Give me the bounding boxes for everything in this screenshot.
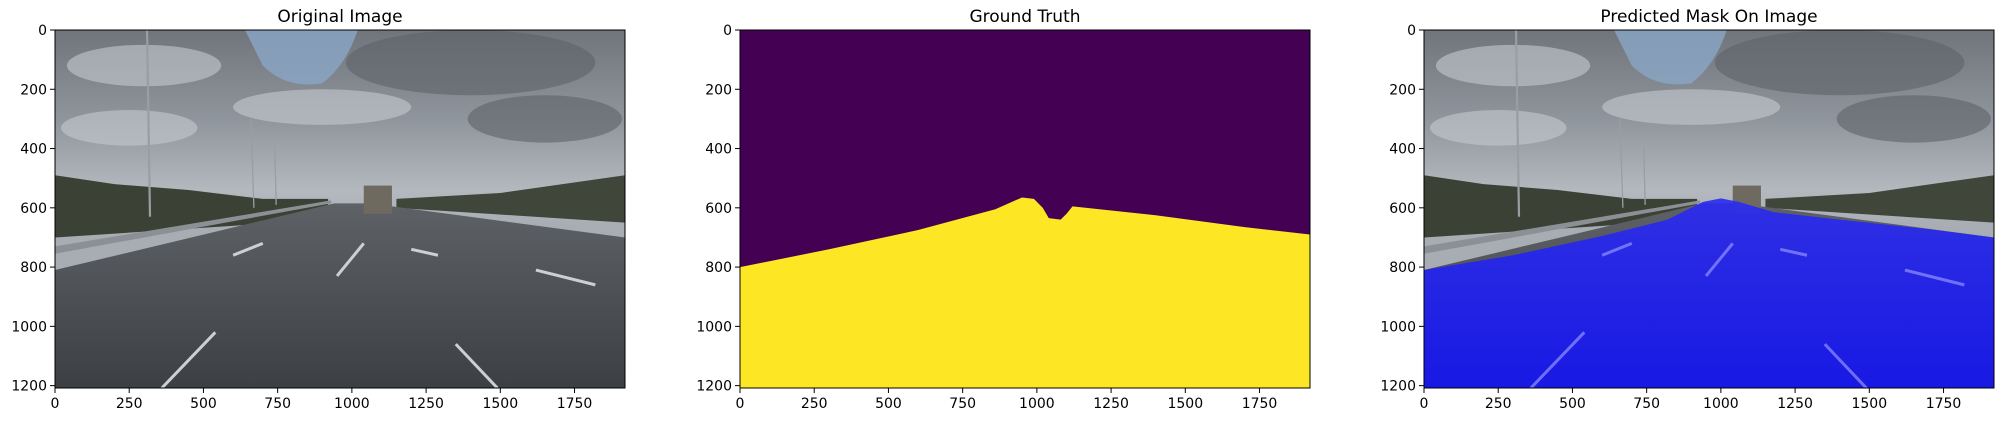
truck [363,185,392,214]
x-tick-label: 1500 [1851,396,1887,412]
x-tick-label: 0 [736,396,745,412]
light-pole-2 [1643,145,1646,205]
y-tick-label: 200 [705,82,732,98]
y-tick-label: 1200 [1380,379,1416,395]
x-tick-label: 1250 [1093,396,1129,412]
ground-truth-road [740,197,1310,388]
x-tick-label: 1250 [408,396,444,412]
y-tick-label: 0 [723,23,732,39]
x-tick-label: 1750 [1926,396,1962,412]
x-tick-label: 750 [264,396,291,412]
y-tick-label: 800 [20,260,47,276]
y-tick-label: 1000 [11,319,47,335]
axes-frame [54,29,626,389]
mask-lane-marking-0 [1529,331,1586,390]
light-pole-2 [274,145,277,205]
x-tick-label: 1500 [1167,396,1203,412]
y-tick-label: 600 [20,201,47,217]
cloud-3 [467,95,623,143]
x-tick-label: 1750 [1242,396,1278,412]
x-tick-label: 1000 [1019,396,1055,412]
sky-patch [245,30,358,85]
y-tick-label: 0 [1407,23,1416,39]
sky-patch [1614,30,1727,85]
mask-lane-marking-1 [1823,343,1868,390]
tree-line-right [396,175,625,223]
y-tick-label: 200 [20,82,47,98]
x-tick-label: 750 [1633,396,1660,412]
mask-lane-marking-3 [1601,241,1633,257]
x-tick-label: 500 [875,396,902,412]
y-tick-label: 1200 [11,379,47,395]
panel-title: Predicted Mask On Image [1600,7,1817,27]
light-pole-0 [145,29,152,217]
cloud-4 [60,110,198,146]
light-pole-0 [1514,29,1521,217]
cloud-0 [66,44,222,87]
predicted-road-mask [1424,198,1994,388]
x-tick-label: 250 [116,396,143,412]
x-tick-label: 0 [51,396,60,412]
panel-3: Predicted Mask On Image 0 250 500 750 1000 125… [1380,7,1995,412]
y-tick-label: 1000 [1380,319,1416,335]
cloud-2 [233,89,412,125]
y-tick-label: 1200 [696,379,732,395]
cloud-0 [1435,44,1591,87]
y-tick-label: 400 [1389,142,1416,158]
light-pole-1 [250,118,255,208]
y-tick-label: 800 [705,260,732,276]
panel-1: Original Image 0 250 500 750 1000 1250 1500 1750… [11,7,626,412]
y-tick-label: 200 [1389,82,1416,98]
lane-marking-4 [410,247,439,257]
y-tick-label: 1000 [696,319,732,335]
panel-title: Ground Truth [969,7,1080,27]
lane-marking-3 [232,241,264,257]
x-tick-label: 500 [190,396,217,412]
y-tick-label: 0 [38,23,47,39]
axes-frame [1423,29,1995,389]
y-tick-label: 600 [1389,201,1416,217]
y-tick-label: 600 [705,201,732,217]
x-tick-label: 1250 [1777,396,1813,412]
tree-line-right [1765,175,1994,223]
axes-frame [739,29,1311,389]
cloud-1 [1714,30,1965,96]
y-tick-label: 400 [705,142,732,158]
x-tick-label: 1750 [557,396,593,412]
x-tick-label: 250 [1485,396,1512,412]
lane-marking-1 [454,343,499,390]
y-tick-label: 400 [20,142,47,158]
light-pole-1 [1619,118,1624,208]
lane-marking-0 [160,331,217,390]
mask-lane-marking-4 [1779,247,1808,257]
road-surface [55,203,625,388]
cloud-1 [345,30,596,96]
x-tick-label: 1000 [334,396,370,412]
x-tick-label: 750 [949,396,976,412]
panel-2: Ground Truth 0 250 500 750 1000 1250 1500 1750 0 2… [696,7,1311,412]
guardrail-left [1424,200,1701,254]
y-tick-label: 800 [1389,260,1416,276]
cloud-4 [1429,110,1567,146]
mask-lane-marking-5 [1904,268,1965,287]
lane-marking-2 [335,242,365,277]
x-tick-label: 1500 [482,396,518,412]
x-tick-label: 500 [1559,396,1586,412]
cloud-3 [1836,95,1992,143]
lane-marking-5 [535,268,596,287]
cloud-2 [1602,89,1781,125]
x-tick-label: 1000 [1703,396,1739,412]
mask-lane-marking-2 [1704,242,1734,277]
guardrail-left [55,200,332,254]
panel-title: Original Image [277,7,402,27]
x-tick-label: 0 [1420,396,1429,412]
x-tick-label: 250 [801,396,828,412]
